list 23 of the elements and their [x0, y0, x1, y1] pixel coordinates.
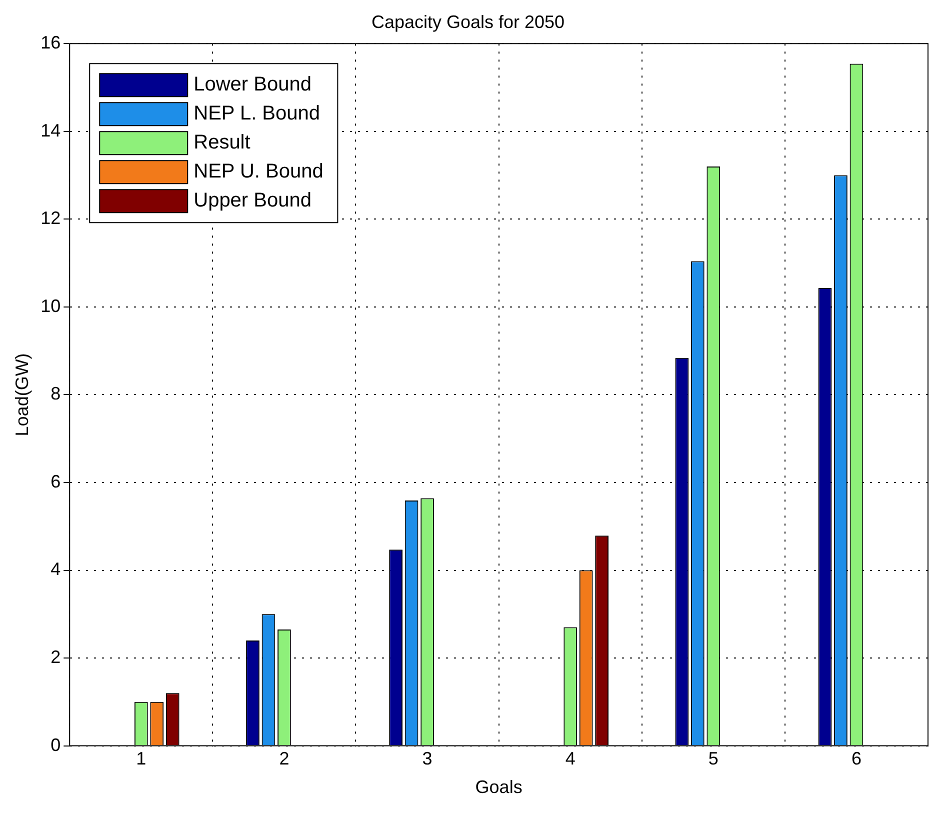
x-tick-label: 3: [422, 748, 432, 769]
legend-label: Result: [194, 132, 251, 154]
x-axis-title: Goals: [475, 777, 522, 798]
y-tick-label: 12: [40, 208, 61, 228]
y-tick-label: 14: [40, 120, 61, 140]
legend-label: Lower Bound: [194, 74, 312, 96]
legend-label: NEP U. Bound: [194, 160, 324, 183]
y-tick-label: 10: [40, 296, 61, 316]
y-tick-label: 0: [50, 734, 61, 755]
chart-title: Capacity Goals for 2050: [371, 12, 565, 32]
y-tick-label: 4: [50, 559, 61, 580]
y-tick-label: 6: [50, 471, 61, 492]
x-tick-label: 2: [279, 748, 290, 769]
x-tick-label: 1: [136, 748, 146, 769]
y-tick-label: 2: [50, 646, 61, 667]
legend-label: NEP L. Bound: [194, 102, 320, 125]
x-tick-label: 6: [851, 748, 862, 769]
y-tick-label: 8: [50, 384, 61, 404]
y-tick-label: 16: [40, 32, 61, 53]
y-axis-title: Load(GW): [12, 353, 32, 436]
x-tick-label: 5: [708, 748, 718, 769]
x-tick-label: 4: [565, 748, 576, 769]
legend-label: Upper Bound: [194, 190, 312, 212]
